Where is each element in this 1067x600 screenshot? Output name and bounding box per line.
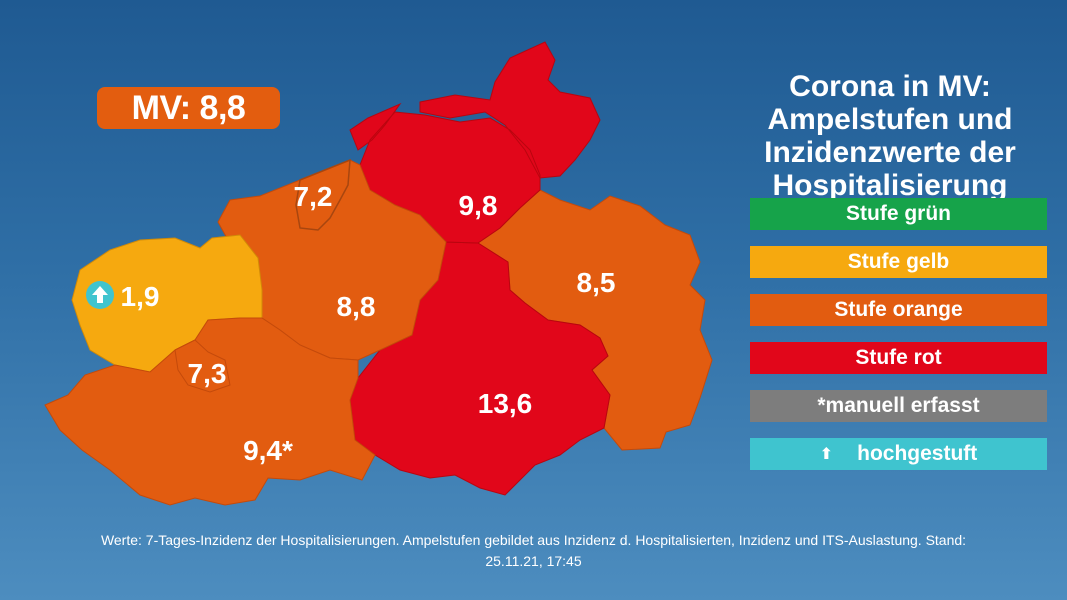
value-label-vorpommern-ruegen: 9,8 bbox=[459, 190, 498, 221]
legend-label: Stufe gelb bbox=[847, 250, 950, 273]
value-label-hansestadt-rostock: 7,2 bbox=[294, 181, 333, 212]
legend-item-gruen: Stufe grün bbox=[750, 198, 1047, 230]
legend-label: hochgestuft bbox=[857, 442, 978, 465]
value-label-seenplatte: 13,6 bbox=[478, 388, 533, 419]
up-arrow-icon-glyph bbox=[92, 286, 108, 303]
title-line-4: Hospitalisierung bbox=[772, 169, 1008, 202]
district-hansestadt-rostock bbox=[295, 158, 351, 231]
state-total-badge: MV: 8,8 bbox=[97, 87, 280, 129]
title-line-3: Inzidenzwerte der bbox=[764, 136, 1016, 169]
district-ludwigslust-parchim bbox=[44, 317, 376, 506]
legend: Stufe grün Stufe gelb Stufe orange Stufe… bbox=[750, 198, 1047, 486]
title-line-1: Corona in MV: bbox=[789, 70, 991, 103]
up-arrow-icon: ⬆ bbox=[819, 446, 834, 463]
legend-item-manuell: *manuell erfasst bbox=[750, 390, 1047, 422]
value-label-vorpommern-greifswald: 8,5 bbox=[577, 267, 616, 298]
legend-item-gelb: Stufe gelb bbox=[750, 246, 1047, 278]
legend-item-rot: Stufe rot bbox=[750, 342, 1047, 374]
footer-line-1: Werte: 7-Tages-Inzidenz der Hospitalisie… bbox=[100, 532, 967, 548]
district-seenplatte bbox=[349, 241, 611, 496]
value-label-schwerin: 7,3 bbox=[188, 358, 227, 389]
legend-label: Stufe orange bbox=[834, 298, 963, 321]
value-label-rostock: 8,8 bbox=[337, 291, 376, 322]
legend-label: Stufe grün bbox=[846, 202, 951, 225]
page-title: Corona in MV: Ampelstufen und Inzidenzwe… bbox=[740, 70, 1040, 202]
legend-label: *manuell erfasst bbox=[817, 394, 980, 417]
value-label-nordwestmecklenburg: 1,9 bbox=[121, 281, 160, 312]
title-line-2: Ampelstufen und bbox=[767, 103, 1013, 136]
value-label-ludwigslust-parchim: 9,4* bbox=[243, 435, 293, 466]
legend-item-hochgestuft: ⬆ hochgestuft bbox=[750, 438, 1047, 470]
footer-line-2: 25.11.21, 17:45 bbox=[485, 553, 582, 569]
footer-note: Werte: 7-Tages-Inzidenz der Hospitalisie… bbox=[0, 530, 1067, 572]
district-schwerin bbox=[174, 339, 231, 393]
legend-label: Stufe rot bbox=[855, 346, 942, 369]
legend-item-orange: Stufe orange bbox=[750, 294, 1047, 326]
